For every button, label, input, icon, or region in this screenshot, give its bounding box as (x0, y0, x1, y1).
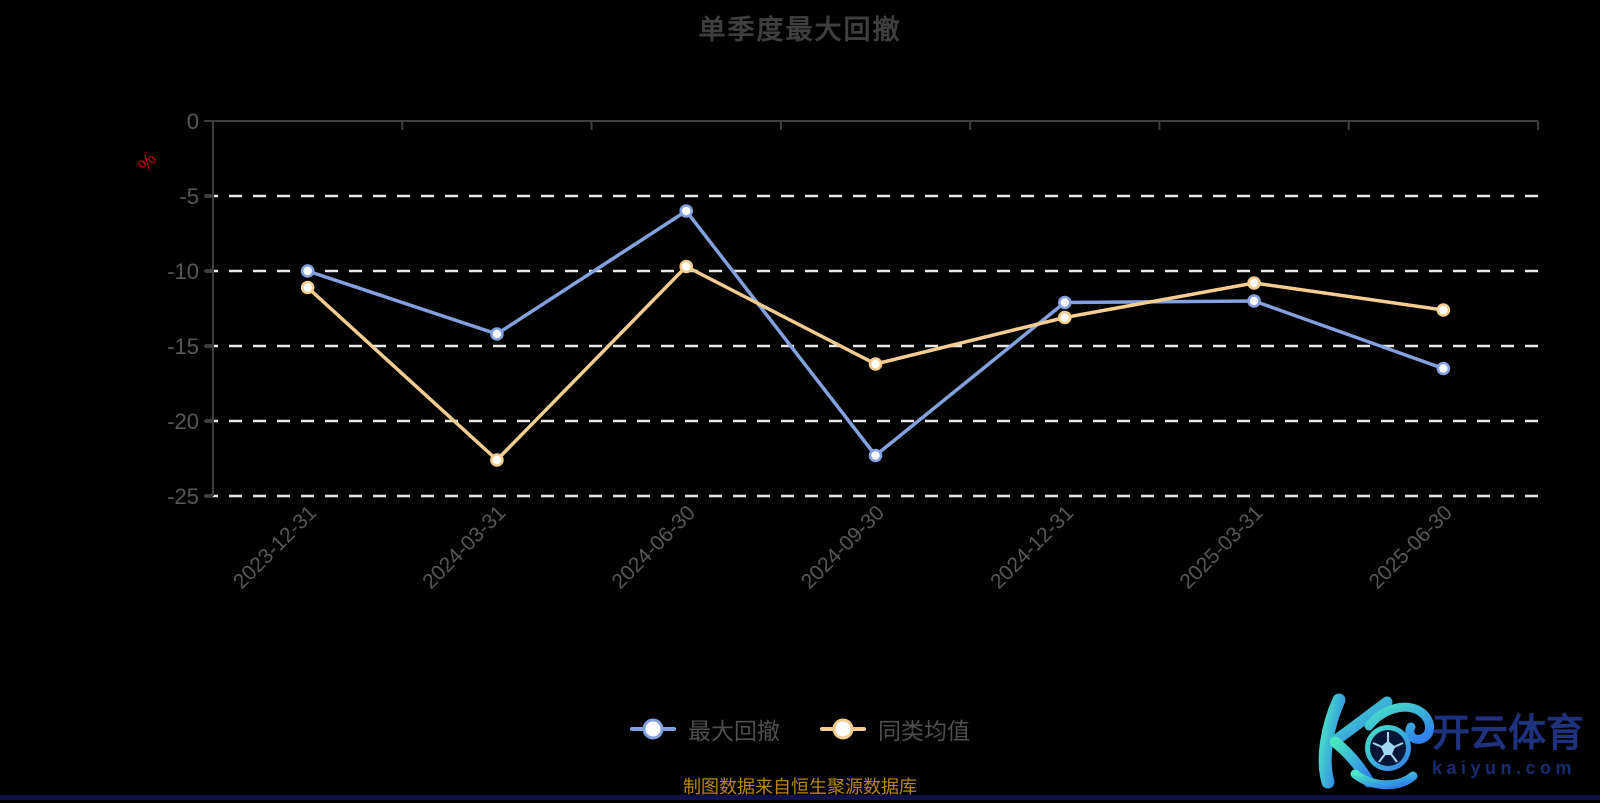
data-point[interactable] (300, 280, 315, 295)
data-point[interactable] (490, 453, 504, 467)
data-point[interactable] (1057, 295, 1072, 310)
line-circle-icon (820, 718, 866, 740)
x-axis-label: 2024-06-30 (608, 501, 700, 593)
x-axis-label: 2025-03-31 (1175, 501, 1267, 593)
data-point[interactable] (679, 204, 694, 218)
data-point[interactable] (1057, 310, 1072, 325)
x-axis-label: 2024-03-31 (418, 501, 510, 593)
y-axis-label: -20 (167, 409, 199, 434)
legend-item-peer-average[interactable]: 同类均值 (820, 712, 970, 746)
kaiyun-logo-domain: kaiyun.com (1432, 758, 1576, 778)
x-axis-label: 2024-09-30 (797, 501, 889, 593)
kaiyun-logo-icon: 开云体育 kaiyun.com (1318, 693, 1584, 790)
y-axis-label: -5 (179, 184, 199, 209)
y-axis-label: 0 (187, 109, 199, 134)
data-point[interactable] (1247, 276, 1261, 290)
legend-label: 同类均值 (878, 718, 970, 744)
data-point[interactable] (1436, 361, 1451, 376)
x-axis-label: 2024-12-31 (986, 501, 1078, 593)
y-axis-unit-label: % (134, 149, 161, 176)
x-axis-label: 2025-06-30 (1365, 501, 1457, 593)
y-axis-label: -15 (167, 334, 199, 359)
data-point[interactable] (868, 448, 883, 463)
data-point[interactable] (1247, 294, 1261, 308)
data-point[interactable] (490, 327, 504, 341)
legend-item-max-drawdown[interactable]: 最大回撤 (630, 712, 780, 746)
data-point[interactable] (679, 259, 694, 274)
y-axis-label: -10 (167, 259, 199, 284)
data-point[interactable] (300, 264, 315, 278)
series-line-0 (305, 209, 1446, 458)
data-point[interactable] (868, 357, 883, 371)
line-circle-icon (630, 718, 676, 740)
legend-label: 最大回撤 (688, 718, 780, 744)
data-point[interactable] (1436, 303, 1451, 317)
chart-title: 单季度最大回撤 (698, 15, 902, 45)
x-axis-label: 2023-12-31 (229, 501, 321, 593)
data-source-note: 制图数据来自恒生聚源数据库 (683, 777, 917, 797)
legend: 最大回撤 同类均值 (0, 712, 1600, 746)
kaiyun-watermark: 开云体育 kaiyun.com (1295, 686, 1600, 803)
kaiyun-logo-text: 开云体育 (1432, 713, 1584, 755)
y-axis-label: -25 (167, 484, 199, 509)
bottom-strip (0, 795, 1600, 800)
